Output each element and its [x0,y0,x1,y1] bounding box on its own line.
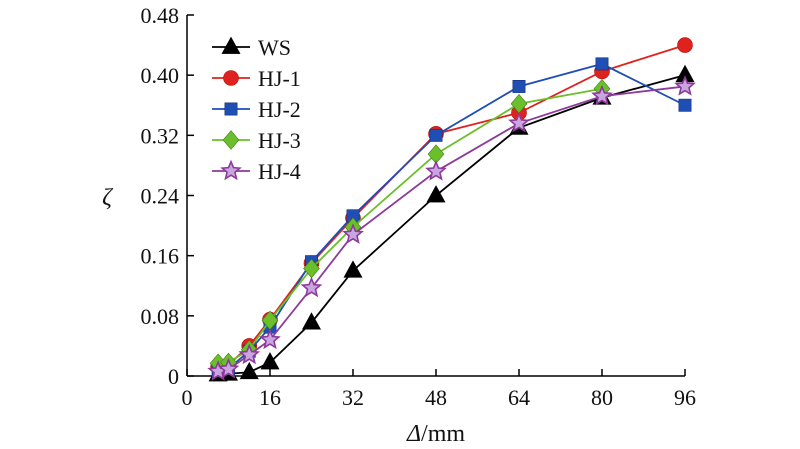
x-tick-label: 64 [508,385,530,410]
x-tick-label: 80 [591,385,613,410]
legend-item-ws: WS [212,35,291,60]
data-point [678,98,692,112]
legend-item-hj-3: HJ-3 [212,128,301,153]
legend-label: HJ-1 [258,66,301,91]
axes: 0 0.08 0.16 0.24 0.32 0.40 0.48 0 16 32 48 64 80 96 [141,3,697,410]
legend-marker [224,102,238,116]
y-tick-label: 0.32 [141,123,180,148]
legend-label: HJ-4 [258,159,301,184]
y-tick-label: 0.24 [141,184,180,209]
series-line-hj-4 [217,85,686,373]
x-axis-title-symbol: Δ [406,421,421,447]
data-point [343,260,363,278]
x-axis-title: Δ/mm [406,421,465,447]
legend-item-hj-4: HJ-4 [212,159,301,184]
y-axis-title: ζ [102,185,114,211]
series-line-ws [218,74,686,376]
x-tick-label: 96 [674,385,696,410]
data-point [512,79,526,93]
data-point [425,160,447,181]
data-point [238,343,261,365]
legend-marker [220,159,242,181]
series-hj-4 [207,75,696,381]
y-tick-label: 0 [168,364,179,389]
y-tick-label: 0.40 [141,63,180,88]
series-layer [207,37,696,382]
legend-marker [223,70,239,86]
legend-item-hj-1: HJ-1 [212,66,301,91]
x-axis-title-unit: /mm [421,421,465,447]
data-point [595,57,609,71]
data-point [260,352,280,370]
data-point [674,75,696,96]
series-hj-3 [209,78,611,373]
y-tick-label: 0.16 [141,244,180,269]
x-tick-label: 0 [182,385,193,410]
data-point [591,84,613,106]
data-point [301,312,322,330]
x-tick-label: 32 [342,385,364,410]
legend-marker [221,36,241,54]
data-point [259,328,281,350]
data-point [429,128,443,142]
data-point [426,185,446,203]
legend-label: HJ-2 [258,97,301,122]
legend-marker [222,130,240,150]
series-line-hj-2 [217,62,686,372]
data-point [508,111,530,133]
data-point [300,276,323,298]
x-tick-label: 16 [259,385,281,410]
legend-item-hj-2: HJ-2 [212,97,301,122]
legend-label: HJ-3 [258,128,301,153]
data-point [342,223,364,244]
data-point [239,361,259,380]
y-tick-label: 0.48 [141,3,180,28]
y-tick-label: 0.08 [141,304,180,329]
data-point [677,37,693,53]
data-point [217,357,240,379]
legend-label: WS [258,35,291,60]
legend: WS HJ-1 HJ-2 HJ-3 HJ-4 [212,35,301,184]
x-tick-label: 48 [425,385,447,410]
